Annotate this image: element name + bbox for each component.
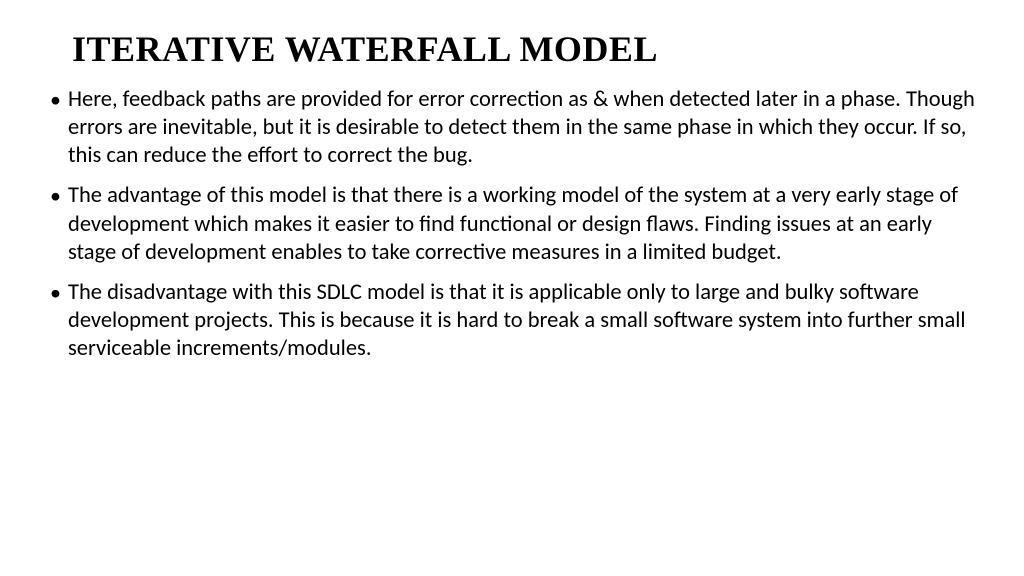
slide-title: ITERATIVE WATERFALL MODEL [72, 28, 976, 70]
slide: ITERATIVE WATERFALL MODEL Here, feedback… [0, 0, 1024, 576]
list-item: The disadvantage with this SDLC model is… [48, 279, 976, 363]
bullet-list: Here, feedback paths are provided for er… [48, 86, 976, 363]
list-item: The advantage of this model is that ther… [48, 182, 976, 266]
list-item: Here, feedback paths are provided for er… [48, 86, 976, 170]
